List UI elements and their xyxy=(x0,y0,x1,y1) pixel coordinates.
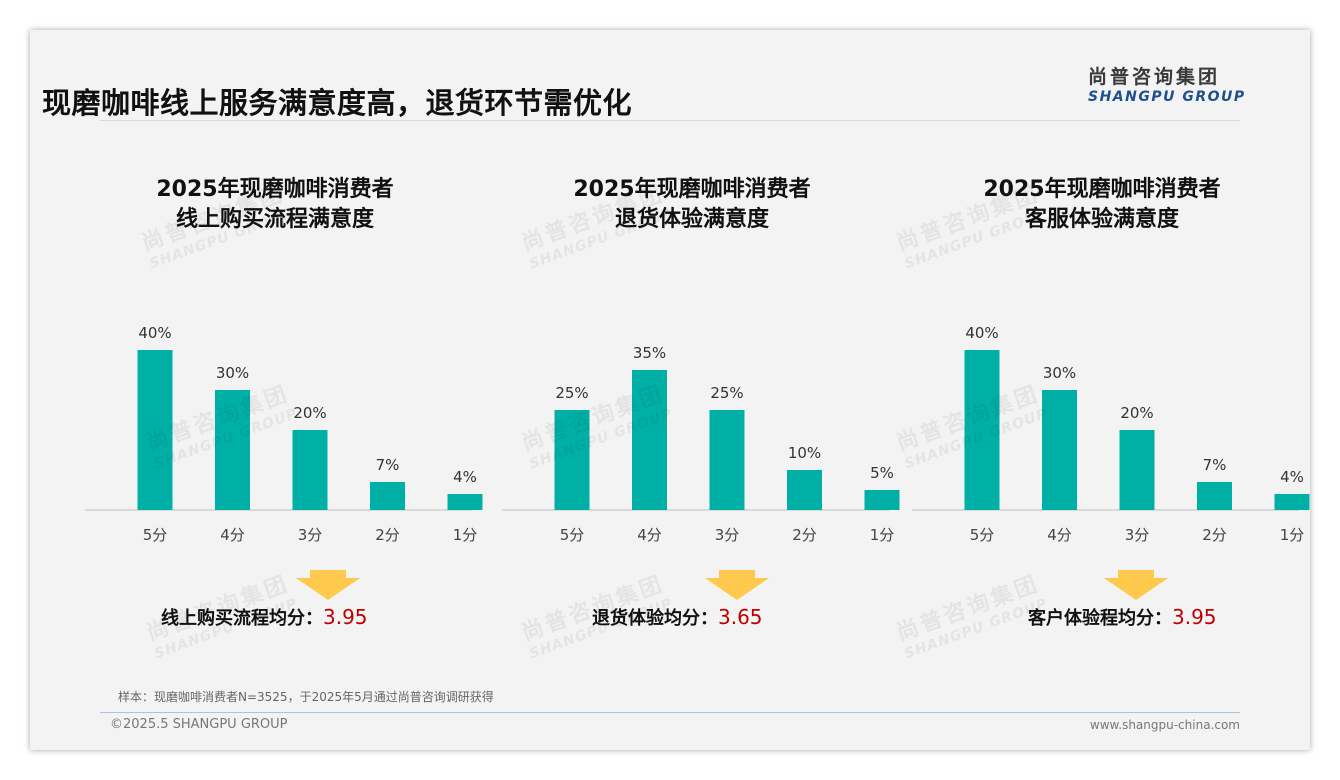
chart-title-line2: 退货体验满意度 xyxy=(614,207,769,232)
average-score: 客户体验程均分：3.95 xyxy=(1028,604,1217,630)
category-label: 3分 xyxy=(1125,526,1150,544)
bar xyxy=(1119,430,1155,510)
category-label: 4分 xyxy=(637,526,662,544)
bar xyxy=(1042,390,1077,510)
bar xyxy=(964,350,1000,510)
down-arrow-icon xyxy=(296,578,360,600)
bar xyxy=(292,430,328,510)
category-label: 4分 xyxy=(1047,526,1072,544)
average-label: 线上购买流程均分： xyxy=(161,608,323,629)
average-score: 退货体验均分：3.65 xyxy=(592,604,763,630)
bar xyxy=(370,482,405,510)
category-label: 3分 xyxy=(298,526,323,544)
data-label: 40% xyxy=(138,324,171,342)
arrow-stem xyxy=(1118,570,1154,578)
data-label: 4% xyxy=(453,468,477,486)
page-title: 现磨咖啡线上服务满意度高，退货环节需优化 xyxy=(42,86,633,120)
chart-title: 2025年现磨咖啡消费者 客服体验满意度 xyxy=(902,175,1302,235)
average-value: 3.65 xyxy=(718,605,763,629)
bar-chart: 40% 5分 30% 4分 20% 3分 7% 2分 4% 1分 xyxy=(85,324,483,544)
slide: 现磨咖啡线上服务满意度高，退货环节需优化 尚普咨询集团 SHANGPU GROU… xyxy=(30,30,1310,750)
category-label: 2分 xyxy=(1202,526,1227,544)
data-label: 20% xyxy=(293,404,326,422)
bar xyxy=(787,470,822,510)
category-label: 5分 xyxy=(143,526,168,544)
title-divider xyxy=(100,120,1240,121)
data-label: 30% xyxy=(1043,364,1076,382)
chart-title-line1: 2025年现磨咖啡消费者 xyxy=(573,177,811,202)
average-label: 客户体验程均分： xyxy=(1028,608,1172,629)
average-value: 3.95 xyxy=(323,605,368,629)
data-label: 7% xyxy=(1203,456,1227,474)
down-arrow-icon xyxy=(1104,578,1168,600)
data-label: 30% xyxy=(216,364,249,382)
category-label: 1分 xyxy=(1280,526,1305,544)
company-logo: 尚普咨询集团 SHANGPU GROUP xyxy=(1088,66,1248,106)
logo-cn: 尚普咨询集团 xyxy=(1088,66,1221,88)
down-arrow-icon xyxy=(705,578,769,600)
copyright: ©2025.5 SHANGPU GROUP xyxy=(110,717,288,732)
bar xyxy=(137,350,173,510)
bar xyxy=(864,490,900,510)
chart-title-line1: 2025年现磨咖啡消费者 xyxy=(983,177,1221,202)
data-label: 7% xyxy=(376,456,400,474)
chart-title: 2025年现磨咖啡消费者 线上购买流程满意度 xyxy=(75,175,475,235)
chart-title-line2: 客服体验满意度 xyxy=(1024,207,1179,232)
data-label: 5% xyxy=(870,464,894,482)
category-label: 3分 xyxy=(715,526,740,544)
average-score: 线上购买流程均分：3.95 xyxy=(161,604,368,630)
sample-note: 样本：现磨咖啡消费者N=3525，于2025年5月通过尚普咨询调研获得 xyxy=(118,690,494,704)
category-label: 5分 xyxy=(970,526,995,544)
category-label: 1分 xyxy=(453,526,478,544)
bar xyxy=(1274,494,1310,510)
arrow-stem xyxy=(310,570,346,578)
category-label: 1分 xyxy=(870,526,895,544)
chart-title-line1: 2025年现磨咖啡消费者 xyxy=(156,177,394,202)
chart-title-line2: 线上购买流程满意度 xyxy=(175,207,374,232)
bar xyxy=(447,494,483,510)
logo-en: SHANGPU GROUP xyxy=(1088,89,1246,105)
bar xyxy=(1197,482,1232,510)
data-label: 10% xyxy=(788,444,821,462)
website-link[interactable]: www.shangpu-china.com xyxy=(1089,718,1240,732)
arrow-stem xyxy=(719,570,755,578)
data-label: 35% xyxy=(633,344,666,362)
average-value: 3.95 xyxy=(1172,605,1217,629)
bar xyxy=(215,390,250,510)
bar xyxy=(632,370,667,510)
data-label: 25% xyxy=(710,384,743,402)
category-label: 2分 xyxy=(792,526,817,544)
average-label: 退货体验均分： xyxy=(592,608,718,629)
category-label: 5分 xyxy=(560,526,585,544)
category-label: 4分 xyxy=(220,526,245,544)
bar xyxy=(554,410,590,510)
chart-title: 2025年现磨咖啡消费者 退货体验满意度 xyxy=(492,175,892,235)
footer-divider xyxy=(100,712,1240,713)
bar-chart: 25% 5分 35% 4分 25% 3分 10% 2分 5% 1分 xyxy=(502,344,900,544)
data-label: 40% xyxy=(965,324,998,342)
data-label: 25% xyxy=(555,384,588,402)
chart-panel-return: 2025年现磨咖啡消费者 退货体验满意度 25% 5分 35% 4分 25% 3分 10% 2… xyxy=(492,170,900,670)
data-label: 4% xyxy=(1280,468,1304,486)
chart-panel-service: 2025年现磨咖啡消费者 客服体验满意度 40% 5分 30% 4分 20% 3分 7% 2分… xyxy=(902,170,1310,670)
chart-panel-online-purchase: 2025年现磨咖啡消费者 线上购买流程满意度 40% 5分 30% 4分 20% 3分 7%… xyxy=(75,170,483,670)
category-label: 2分 xyxy=(375,526,400,544)
data-label: 20% xyxy=(1120,404,1153,422)
bar xyxy=(709,410,745,510)
bar-chart: 40% 5分 30% 4分 20% 3分 7% 2分 4% 1分 xyxy=(912,324,1310,544)
